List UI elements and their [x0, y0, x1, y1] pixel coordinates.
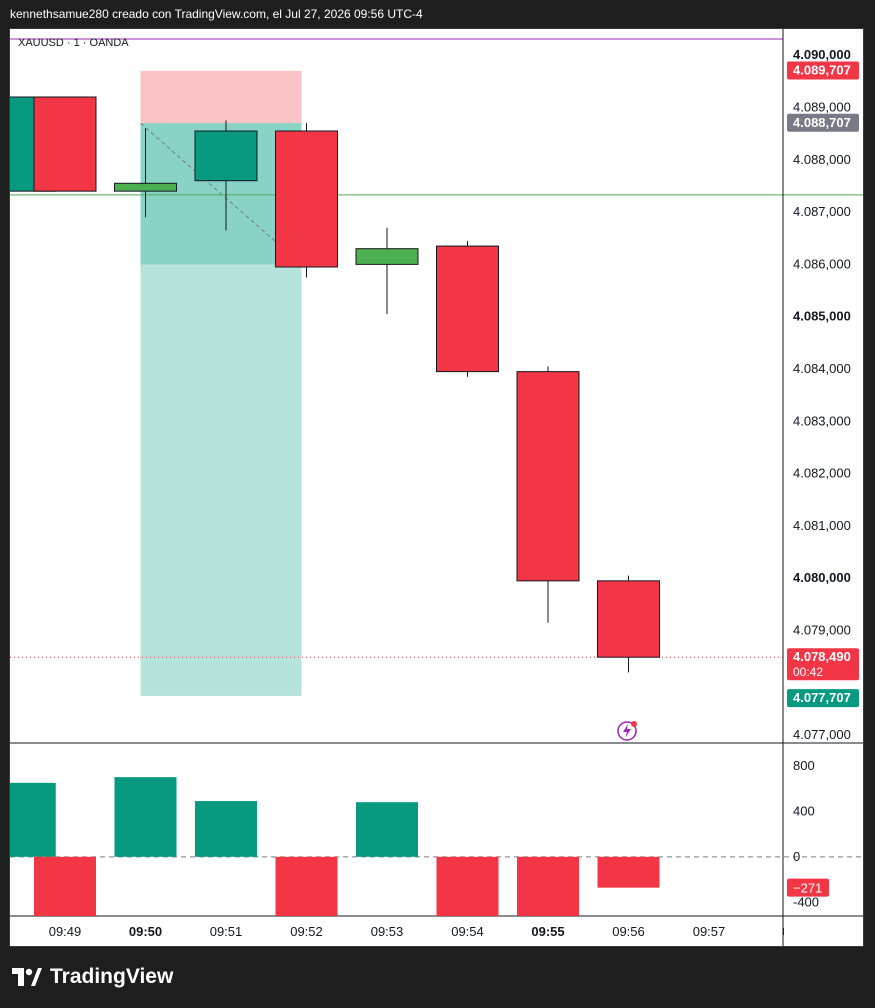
price-tick-label: 4.083,000	[793, 413, 851, 428]
price-tick-label: 4.085,000	[793, 309, 851, 324]
price-label-badge	[787, 113, 859, 132]
symbol-label: XAUUSD · 1 · OANDA	[18, 37, 129, 49]
price-label-badge	[787, 61, 859, 80]
histogram-tick-label: 400	[793, 803, 815, 818]
lightning-icon-dot	[631, 721, 637, 727]
candle-body[interactable]	[114, 182, 177, 192]
position-dashed-line	[140, 122, 302, 265]
axis-corner	[784, 917, 863, 946]
price-tick-label: 4.084,000	[793, 361, 851, 376]
position-target-zone[interactable]	[140, 123, 302, 696]
histogram-last-label: −271	[793, 881, 822, 896]
price-label-text: 4.089,707	[793, 62, 851, 77]
histogram-tick-label: -400	[793, 894, 819, 909]
histogram-bar[interactable]	[275, 856, 338, 916]
time-tick-label: 09:51	[210, 924, 243, 939]
candle-body[interactable]	[275, 130, 338, 268]
price-tick-label: 4.079,000	[793, 623, 851, 638]
time-tick-label: 09:53	[371, 924, 404, 939]
candle-body[interactable]	[597, 580, 660, 658]
time-tick-label: 09:57	[693, 924, 726, 939]
candle-body[interactable]	[33, 96, 97, 192]
price-tick-label: 4.077,000	[793, 727, 851, 742]
histogram-bar[interactable]	[195, 801, 257, 857]
lightning-icon[interactable]	[617, 721, 637, 741]
time-tick-label: 09:56	[612, 924, 645, 939]
histogram-bar[interactable]	[517, 856, 579, 916]
histogram-tick-label: 800	[793, 758, 815, 773]
candle-body[interactable]	[355, 248, 419, 265]
histogram-bar[interactable]	[597, 856, 660, 888]
histogram-bar[interactable]	[356, 802, 418, 857]
price-label-text: 4.088,707	[793, 115, 851, 130]
time-tick-label: 09:50	[129, 924, 162, 939]
price-label-text: 4.077,707	[793, 690, 851, 705]
candle-body[interactable]	[194, 130, 258, 182]
candle-body[interactable]	[436, 245, 499, 373]
tradingview-footer: TradingView	[12, 965, 173, 989]
price-tick-label: 4.090,000	[793, 47, 851, 62]
lightning-icon-bolt	[623, 724, 631, 738]
chart-attribution: kennethsamue280 creado con TradingView.c…	[10, 7, 423, 21]
price-tick-label: 4.087,000	[793, 204, 851, 219]
time-tick-label: 09:52	[290, 924, 323, 939]
candlestick-chart[interactable]: XAUUSD · 1 · OANDA4.090,0004.089,0004.08…	[10, 29, 863, 946]
price-tick-label: 4.086,000	[793, 256, 851, 271]
histogram-bar[interactable]	[436, 856, 499, 916]
price-tick-label: 4.080,000	[793, 570, 851, 585]
histogram-tick-label: 0	[793, 849, 800, 864]
price-label-text: 4.078,490	[793, 649, 851, 664]
candle-body[interactable]	[516, 371, 580, 582]
price-tick-label: 4.082,000	[793, 466, 851, 481]
price-label-badge	[787, 648, 859, 681]
histogram-bar[interactable]	[114, 777, 177, 857]
position-stop-zone[interactable]	[140, 70, 302, 124]
histogram-bar[interactable]	[10, 782, 56, 857]
time-tick-label: 09:54	[451, 924, 484, 939]
price-tick-label: 4.088,000	[793, 152, 851, 167]
price-tick-label: 4.081,000	[793, 518, 851, 533]
histogram-last-badge	[787, 878, 829, 897]
price-tick-label: 4.089,000	[793, 99, 851, 114]
tradingview-brand: TradingView	[50, 965, 174, 988]
price-label-badge	[787, 689, 859, 708]
countdown-label: 00:42	[793, 665, 823, 679]
tradingview-logo-icon	[12, 968, 42, 986]
chart-frame: XAUUSD · 1 · OANDA 4.090,000 4.089,000 4.08…	[9, 28, 864, 947]
histogram-bar[interactable]	[34, 856, 96, 916]
time-tick-label: 09:49	[49, 924, 82, 939]
time-tick-label: 09:55	[531, 924, 564, 939]
